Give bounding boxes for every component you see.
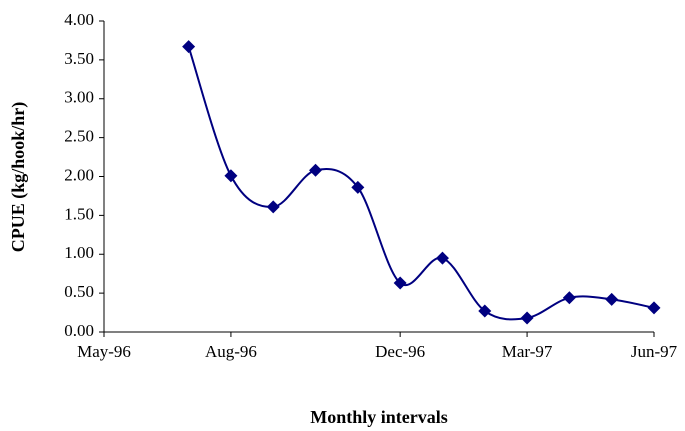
x-tick-label: Dec-96 xyxy=(375,342,425,361)
y-axis-title: CPUE (kg/hook/hr) xyxy=(8,102,29,253)
y-tick-label: 1.50 xyxy=(64,204,94,223)
data-point xyxy=(520,311,534,325)
data-point xyxy=(224,169,238,183)
x-tick-label: Aug-96 xyxy=(205,342,257,361)
data-point xyxy=(309,163,323,177)
y-tick-label: 3.50 xyxy=(64,49,94,68)
data-point xyxy=(351,180,365,194)
x-axis-title: Monthly intervals xyxy=(310,407,448,427)
data-point xyxy=(647,301,661,315)
data-point xyxy=(562,291,576,305)
y-tick-label: 0.00 xyxy=(64,321,94,340)
y-tick-label: 0.50 xyxy=(64,282,94,301)
y-tick-label: 3.00 xyxy=(64,88,94,107)
y-tick-label: 1.00 xyxy=(64,243,94,262)
x-tick-label: May-96 xyxy=(77,342,131,361)
data-point xyxy=(266,200,280,214)
data-line xyxy=(187,46,655,321)
y-tick-label: 2.50 xyxy=(64,127,94,146)
data-point xyxy=(605,292,619,306)
data-point xyxy=(478,304,492,318)
data-point xyxy=(435,251,449,265)
x-tick-label: Jun-97 xyxy=(631,342,678,361)
data-point xyxy=(182,40,196,54)
data-point xyxy=(393,276,407,290)
y-tick-label: 2.00 xyxy=(64,165,94,184)
x-tick-label: Mar-97 xyxy=(502,342,553,361)
y-tick-label: 4.00 xyxy=(64,10,94,29)
